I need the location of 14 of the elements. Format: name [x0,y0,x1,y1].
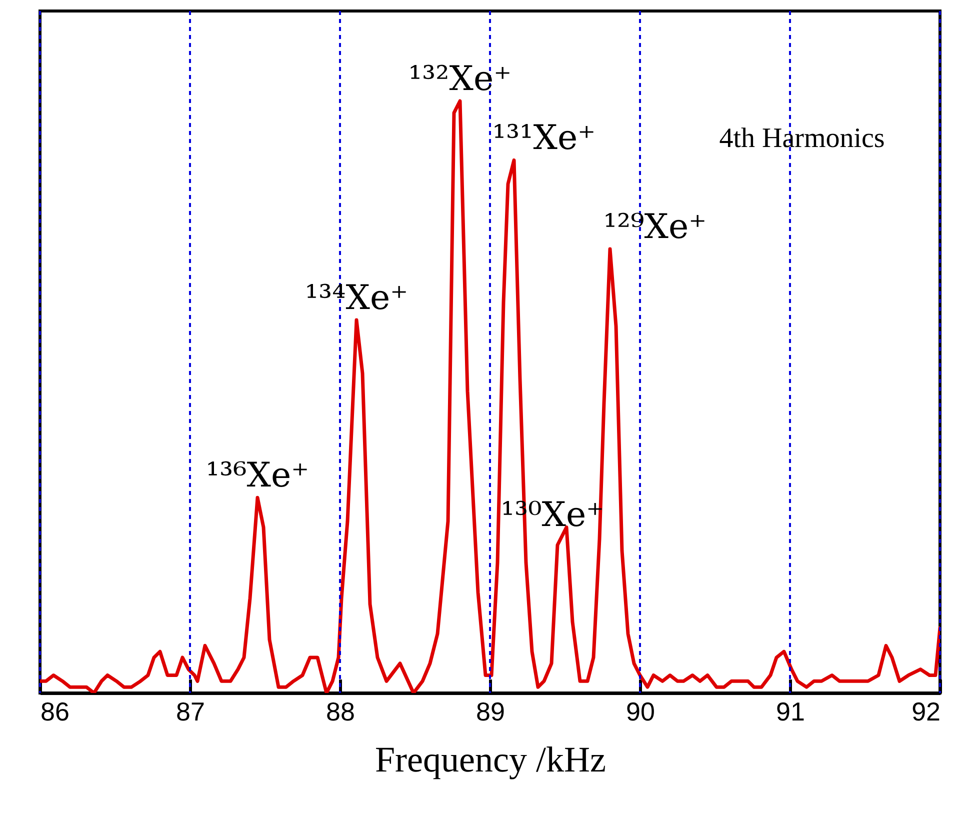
annotation: ¹³²Xe⁺ [408,59,512,99]
x-tick-label: 86 [40,696,70,726]
annotation: ¹³¹Xe⁺ [492,118,596,158]
x-axis-title: Frequency /kHz [375,740,606,780]
x-tick-label: 91 [776,696,805,726]
x-tick-label: 92 [912,696,940,726]
x-tick-label: 89 [476,696,505,726]
annotation: ¹³⁴Xe⁺ [304,278,408,318]
x-tick-label: 88 [326,696,355,726]
x-tick-label: 87 [176,696,205,726]
annotation: ¹³⁶Xe⁺ [206,456,310,496]
annotation: 4th Harmonics [719,123,885,154]
annotation: ¹²⁹Xe⁺ [603,207,707,247]
x-tick-label: 90 [626,696,655,726]
